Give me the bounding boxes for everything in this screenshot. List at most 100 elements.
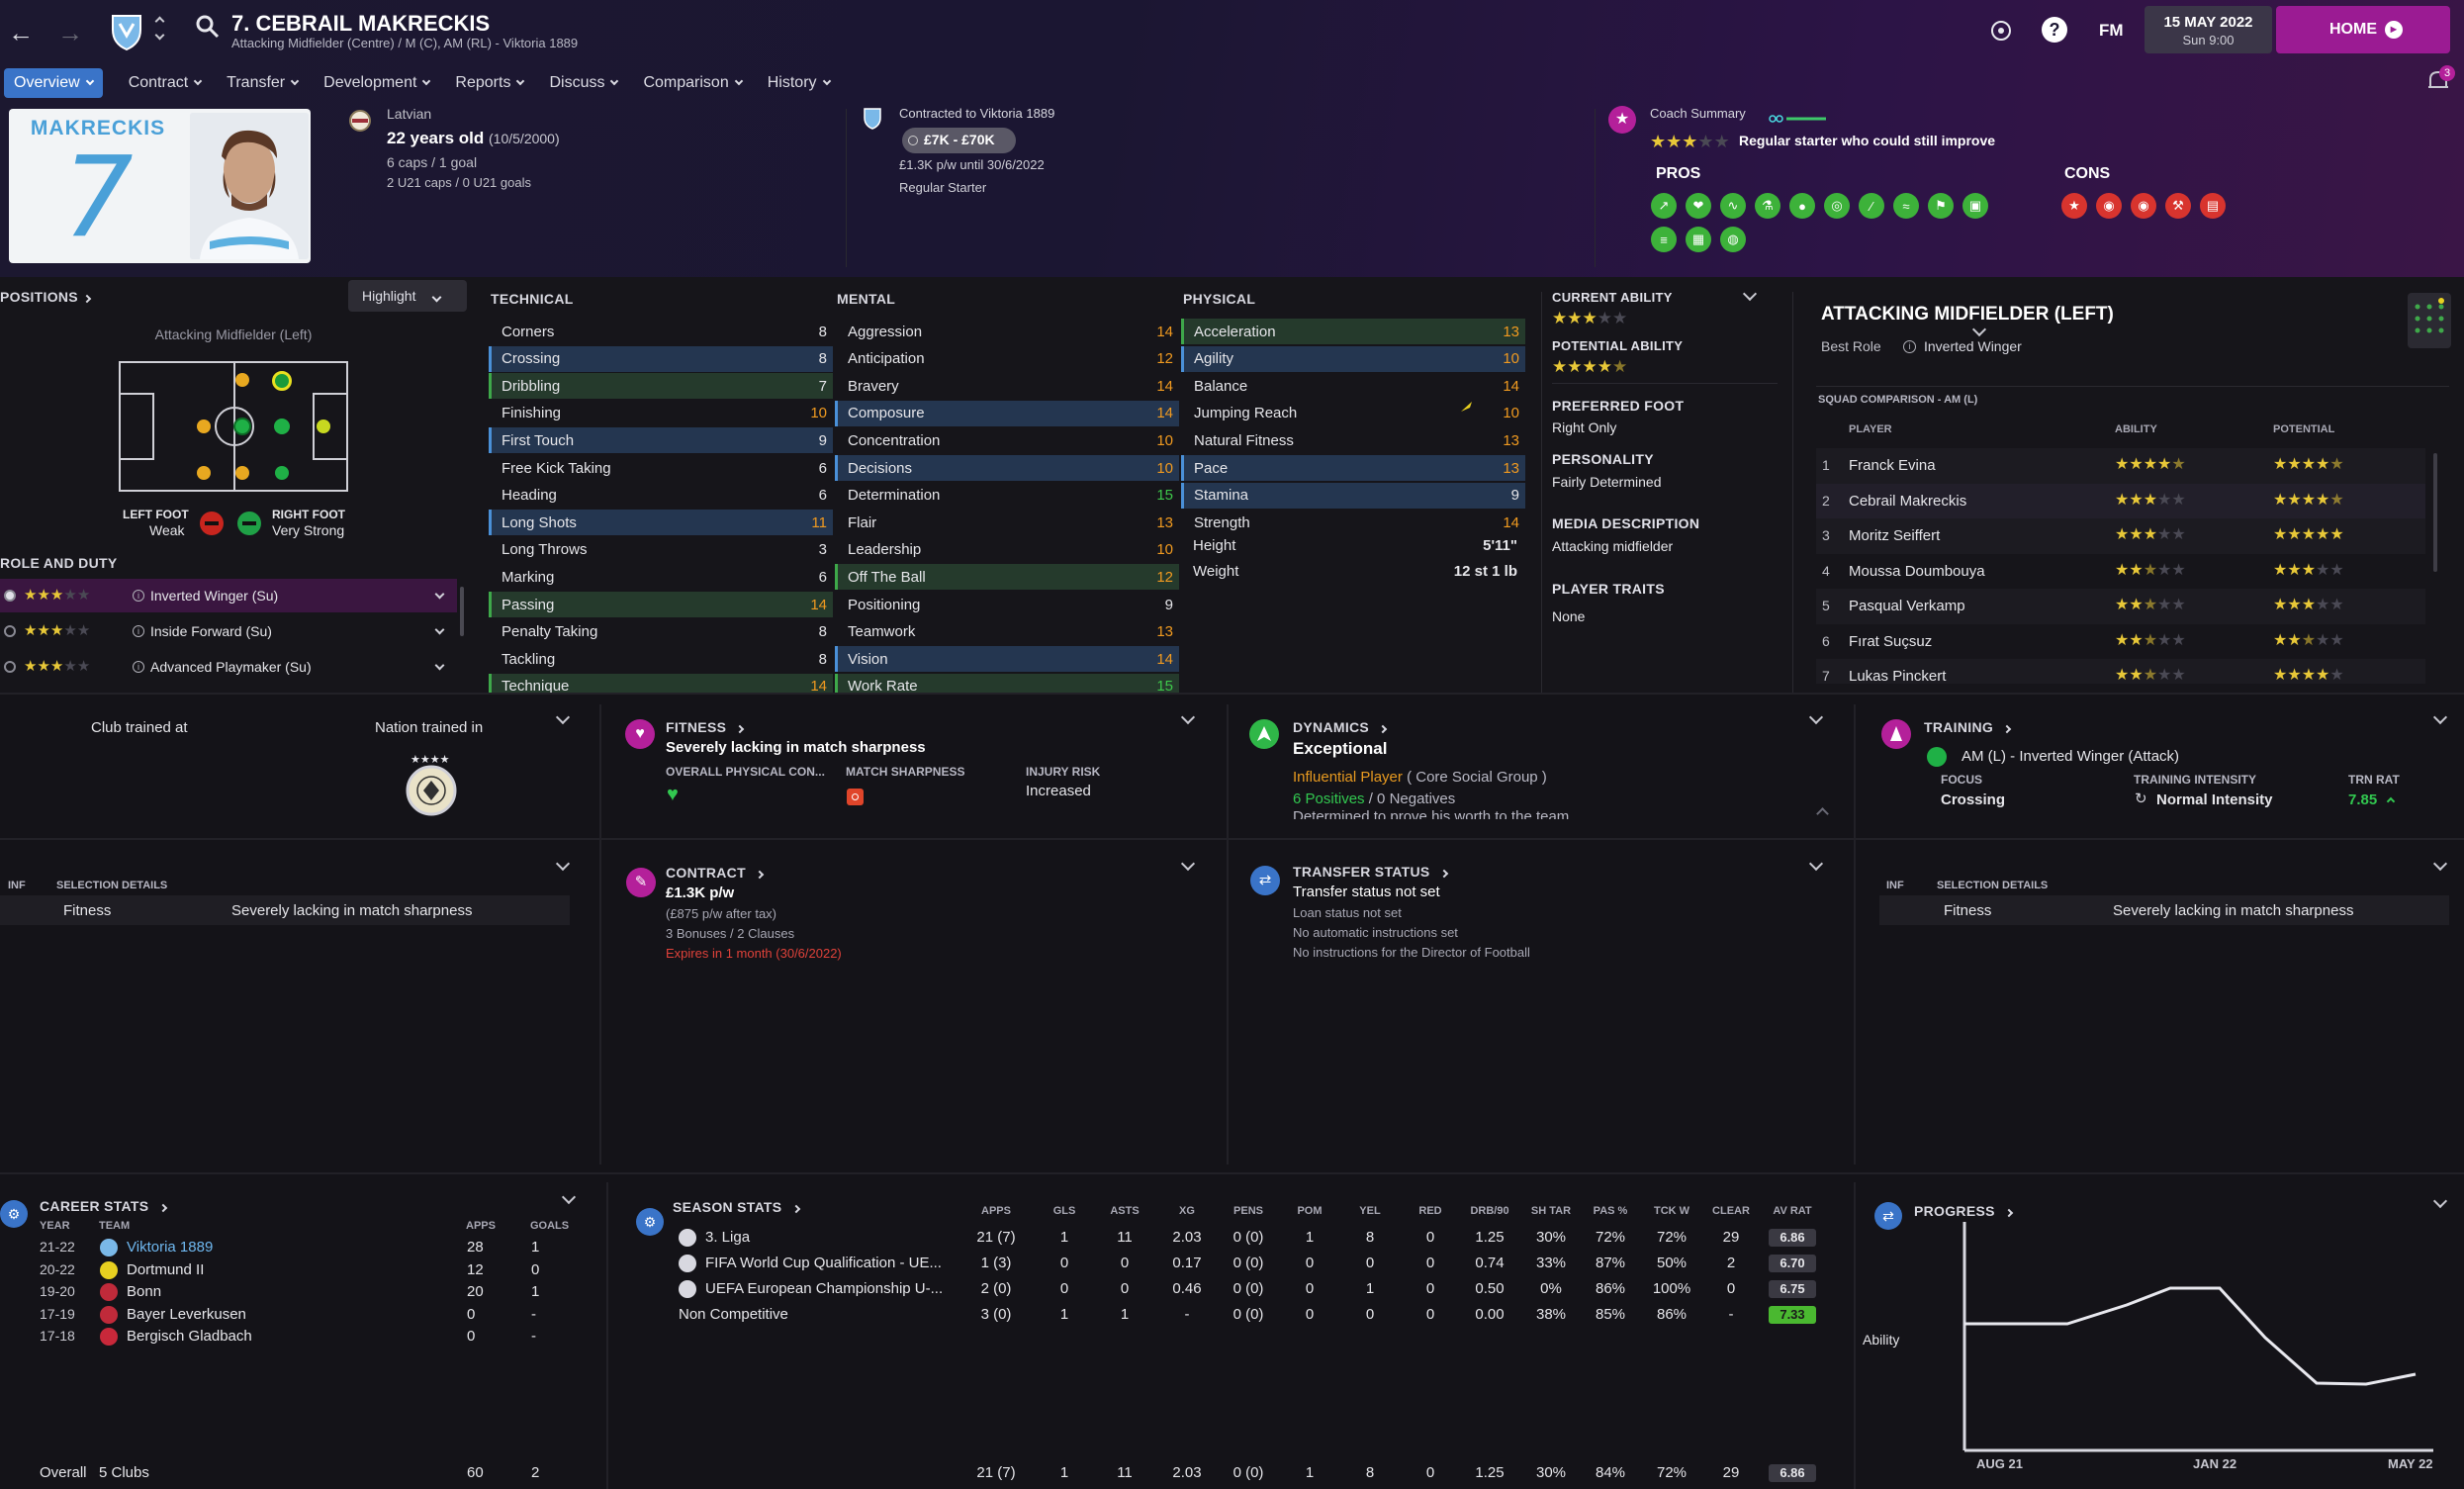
back-arrow-icon[interactable]: ←: [8, 18, 34, 47]
attribute-name: Work Rate: [848, 678, 918, 696]
auto-instructions: No automatic instructions set: [1293, 925, 1458, 940]
table-row[interactable]: 4 Moussa Doumbouya ★★★★★ ★★★★★: [1816, 554, 2425, 590]
attribute-name: Composure: [848, 405, 925, 422]
role-stars: ★★★★★: [24, 587, 133, 605]
chevron-down-icon[interactable]: [434, 624, 445, 634]
dynamics-scroll-up-icon[interactable]: [1816, 807, 1829, 820]
career-team[interactable]: Viktoria 1889: [127, 1239, 214, 1256]
attribute-name: Jumping Reach: [1194, 405, 1298, 422]
progress-title[interactable]: PROGRESS: [1914, 1203, 2014, 1219]
star-full-icon: ★: [2287, 456, 2302, 473]
star-full-icon: ★: [2329, 526, 2344, 543]
attribute-value: 8: [818, 623, 827, 641]
player-switch-arrows-icon[interactable]: [153, 16, 167, 46]
ability-dropdown-icon[interactable]: [1742, 286, 1758, 302]
season-cell: 0: [1365, 1255, 1375, 1271]
trained-dropdown-icon[interactable]: [555, 709, 571, 725]
rating-badge: 6.70: [1769, 1255, 1816, 1272]
nation-flag-icon: [348, 109, 372, 133]
chevron-down-icon[interactable]: [434, 660, 445, 670]
chevron-down-icon[interactable]: [434, 589, 445, 599]
training-dropdown-icon[interactable]: [2432, 709, 2448, 725]
training-title[interactable]: TRAINING: [1924, 719, 2012, 735]
career-stats-title[interactable]: CAREER STATS: [40, 1198, 167, 1214]
club-crest-icon: [100, 1305, 118, 1324]
squad-ability-stars: ★★★★★: [2115, 526, 2186, 544]
role-row[interactable]: ★★★★★ i Inside Forward (Su): [0, 614, 457, 648]
progress-dropdown-icon[interactable]: [2432, 1193, 2448, 1209]
attribute-name: Vision: [848, 650, 888, 668]
fm-logo[interactable]: FM: [2099, 21, 2124, 40]
role-scrollbar[interactable]: [460, 587, 464, 636]
contract-title[interactable]: CONTRACT: [666, 865, 765, 881]
tab-comparison[interactable]: Comparison: [643, 74, 743, 92]
tab-overview[interactable]: Overview: [4, 68, 103, 98]
notification-icon[interactable]: 3: [2425, 65, 2455, 95]
selection-dropdown-icon[interactable]: [555, 856, 571, 872]
positions-title[interactable]: POSITIONS: [0, 289, 92, 305]
star-full-icon: ★: [2287, 526, 2302, 543]
info-icon[interactable]: i: [1903, 340, 1916, 353]
tab-transfer[interactable]: Transfer: [227, 74, 300, 92]
squad-scrollbar[interactable]: [2433, 453, 2437, 572]
tab-contract[interactable]: Contract: [129, 74, 203, 92]
star-full-icon: ★: [2273, 631, 2288, 649]
attribute-row: Finishing 10: [489, 401, 833, 426]
transfer-title[interactable]: TRANSFER STATUS: [1293, 864, 1448, 880]
value-badge[interactable]: £7K - £70K: [902, 128, 1016, 153]
training-cone-icon: [1881, 719, 1911, 749]
career-goals: 0: [531, 1260, 540, 1278]
contract-dropdown-icon[interactable]: [1180, 856, 1196, 872]
season-total-cell: 0 (0): [1232, 1464, 1264, 1481]
season-stats-title[interactable]: SEASON STATS: [673, 1199, 800, 1215]
career-dropdown-icon[interactable]: [561, 1189, 577, 1205]
table-row[interactable]: 3 Moritz Seiffert ★★★★★ ★★★★★: [1816, 518, 2425, 554]
table-row[interactable]: 6 Fırat Suçsuz ★★★★★ ★★★★★: [1816, 624, 2425, 660]
role-row[interactable]: ★★★★★ i Advanced Playmaker (Su): [0, 650, 457, 684]
age: 22 years old (10/5/2000): [387, 129, 560, 148]
date-box[interactable]: 15 MAY 2022 Sun 9:00: [2145, 6, 2272, 53]
star-full-icon: ★: [2301, 491, 2317, 509]
search-icon[interactable]: [195, 14, 221, 40]
club-crest-icon[interactable]: [109, 12, 144, 51]
selection-right-dropdown-icon[interactable]: [2432, 856, 2448, 872]
attribute-row: Aggression 14: [835, 319, 1179, 344]
info-icon[interactable]: i: [133, 625, 144, 637]
transfer-dropdown-icon[interactable]: [1808, 856, 1824, 872]
star-full-icon: ★: [37, 658, 50, 675]
tab-development[interactable]: Development: [323, 74, 431, 92]
dynamics-title[interactable]: DYNAMICS: [1293, 719, 1388, 735]
forward-arrow-icon[interactable]: →: [57, 18, 83, 47]
tab-history[interactable]: History: [768, 74, 831, 92]
ball-icon[interactable]: [1988, 18, 2014, 44]
home-button[interactable]: HOME ►: [2276, 6, 2450, 53]
table-row[interactable]: 5 Pasqual Verkamp ★★★★★ ★★★★★: [1816, 589, 2425, 624]
table-row[interactable]: 1 Franck Evina ★★★★★ ★★★★★: [1816, 448, 2425, 484]
fitness-dropdown-icon[interactable]: [1180, 709, 1196, 725]
globe-icon: ◍: [1720, 227, 1746, 252]
career-apps: 12: [467, 1260, 484, 1278]
fitness-title[interactable]: FITNESS: [666, 719, 745, 735]
attribute-value: 9: [1164, 596, 1173, 613]
season-cell: 0: [1305, 1306, 1315, 1323]
tab-label: Discuss: [549, 74, 605, 91]
star-empty-icon: ★: [63, 622, 77, 639]
role-radio[interactable]: [4, 625, 16, 637]
info-icon[interactable]: i: [133, 661, 144, 673]
info-icon[interactable]: i: [133, 590, 144, 602]
attribute-name: Finishing: [502, 405, 562, 422]
star-empty-icon: ★: [2329, 561, 2344, 579]
help-icon[interactable]: ?: [2042, 17, 2067, 43]
star-empty-icon: ★: [2171, 597, 2186, 613]
role-row[interactable]: ★★★★★ i Inverted Winger (Su): [0, 579, 457, 612]
table-row[interactable]: 7 Lukas Pinckert ★★★★★ ★★★★★: [1816, 659, 2425, 684]
dynamics-dropdown-icon[interactable]: [1808, 709, 1824, 725]
role-radio[interactable]: [4, 590, 16, 602]
tab-reports[interactable]: Reports: [455, 74, 525, 92]
tab-discuss[interactable]: Discuss: [549, 74, 619, 92]
table-row[interactable]: 2 Cebrail Makreckis ★★★★★ ★★★★★: [1816, 483, 2425, 518]
formation-mini-icon[interactable]: [2408, 293, 2451, 348]
career-year: 21-22: [40, 1239, 75, 1255]
highlight-dropdown[interactable]: Highlight: [348, 280, 467, 312]
role-radio[interactable]: [4, 661, 16, 673]
